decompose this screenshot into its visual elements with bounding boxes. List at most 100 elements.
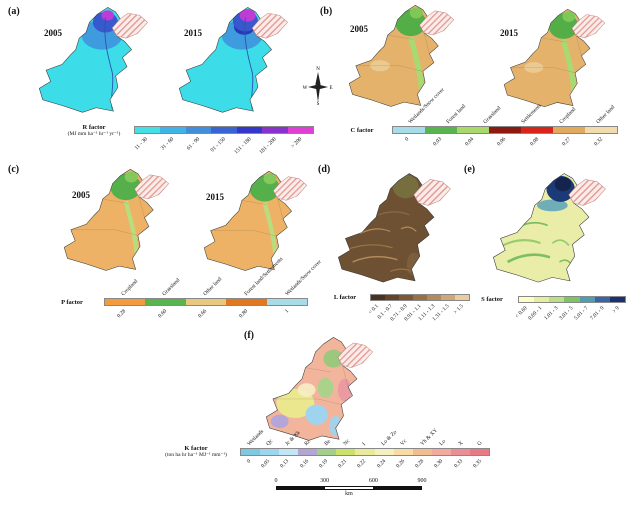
legend-label: 0.66 [197,308,209,320]
legend-title-block: C factor [336,127,388,134]
legend-label: G [476,439,484,447]
legend-swatch [185,127,212,133]
legend-label: 0.27 [561,136,573,148]
legend-colorbar [370,294,470,301]
legend-title: R factor [82,124,106,131]
legend-title-block: K factor (ton ha hr ha⁻¹ MJ⁻¹ mm⁻¹) [156,445,236,459]
legend-label: Forest land/Settlements [243,255,285,297]
legend-swatch [241,449,261,455]
legend-swatch [374,449,394,455]
legend-label: 0.04 [464,136,476,148]
panel-tag-a: (a) [8,6,20,17]
legend-label: 0.16 [298,458,310,470]
map-l-factor [324,170,466,288]
legend-title-block: L factor [324,294,366,301]
legend-swatch [236,127,263,133]
map-p-factor-2005: 2005 [52,166,182,276]
legend-colorbar [240,448,490,456]
legend-swatch [450,449,470,455]
legend-swatch [385,295,399,300]
legend-title: S factor [481,296,503,303]
legend-swatch [260,449,280,455]
legend-label: < 0.69 [514,305,529,320]
legend-r-factor: R factor (MJ mm ha⁻¹ hr⁻¹ yr⁻¹) 11 - 30 3… [58,122,316,162]
legend-swatch [469,449,490,455]
legend-top-labels: Wetlands Qc Jc & Xk Rc Be Nc I Lo & Zo Vc Yh & XY… [240,418,490,448]
legend-title-block: R factor (MJ mm ha⁻¹ hr⁻¹ yr⁻¹) [58,124,130,138]
legend-title-block: S factor [470,296,514,303]
panel-tag-d: (d) [318,164,331,175]
legend-c-factor: C factor Wetlands/Snow cover Forest land G… [336,86,622,154]
legend-label: Vc [399,437,409,447]
legend-label: 0.24 [375,458,387,470]
legend-colorbar [104,298,308,306]
legend-swatch [160,127,186,133]
legend-swatch [105,299,146,305]
legend-label: 1 [283,308,291,315]
legend-swatch [145,299,186,305]
legend-swatch [431,449,451,455]
map-p-factor-2015: 2015 [192,168,320,276]
compass-needle-horizontal [308,84,328,90]
legend-l-factor: L factor < 0.1 0.1 - 0.7 0.71 - 0.9 0.91 - … [324,292,474,336]
scale-bar-ticks: 0 300 600 900 [274,478,427,486]
legend-colorbar [134,126,314,134]
legend-label: I [361,441,367,447]
year-label: 2005 [72,190,90,200]
legend-swatch [427,295,441,300]
year-label: 2005 [44,28,62,38]
map-s-factor [474,170,626,288]
legend-label: 0.21 [337,458,349,470]
legend-swatch [317,449,337,455]
compass-north-label: N [316,67,320,72]
legend-label: Grassland [161,276,182,297]
legend-p-factor: P factor Cropland Grassland Other land Fore… [44,255,322,322]
legend-label: 0.80 [238,308,250,320]
panel-tag-c: (c) [8,164,20,175]
scale-tick: 0 [274,478,278,484]
legend-swatch [355,449,375,455]
legend-label: Qc [265,437,275,447]
legend-label: Rc [303,438,313,447]
legend-label: Jc & Xk [284,429,302,447]
legend-label: Grassland [482,104,503,125]
legend-swatch [135,127,161,133]
legend-label: 0.32 [593,136,605,148]
legend-label: Cropland [120,277,140,297]
legend-label: 0 [404,136,411,143]
legend-label: 7.01 - 9 [589,305,606,322]
legend-label: 31 - 60 [159,136,176,152]
legend-label: 0.69 - 1 [527,305,544,322]
legend-swatch [336,449,356,455]
legend-label: > 1.5 [453,303,466,316]
legend-label: Lo [438,438,447,447]
legend-swatch [298,449,318,455]
legend-swatch [534,297,550,302]
legend-label: Lo & Zo [380,428,399,447]
scale-unit-label: km [345,491,353,497]
map-k-factor [248,334,392,446]
legend-subtitle: (ton ha hr ha⁻¹ MJ⁻¹ mm⁻¹) [165,452,227,459]
legend-swatch [594,297,610,302]
legend-swatch [579,297,595,302]
legend-swatch [185,299,227,305]
scale-bar-strip [276,486,422,490]
legend-label: Yh & XY [419,427,439,447]
legend-subtitle: (MJ mm ha⁻¹ hr⁻¹ yr⁻¹) [67,131,121,138]
legend-label: 0.30 [433,458,445,470]
legend-swatch [262,127,288,133]
legend-label: 1.01 - 3 [542,305,560,322]
legend-swatch [371,295,385,300]
map-r-factor-2015: 2015 [168,4,300,118]
legend-label: X [457,439,465,447]
legend-label: Nc [342,437,351,447]
year-label: 2005 [350,24,368,34]
scale-tick: 300 [320,478,330,484]
legend-label: Settlements [520,102,543,125]
legend-swatch [399,295,413,300]
scale-tick: 600 [368,478,378,484]
legend-title: P factor [61,299,83,306]
year-label: 2015 [500,28,518,38]
